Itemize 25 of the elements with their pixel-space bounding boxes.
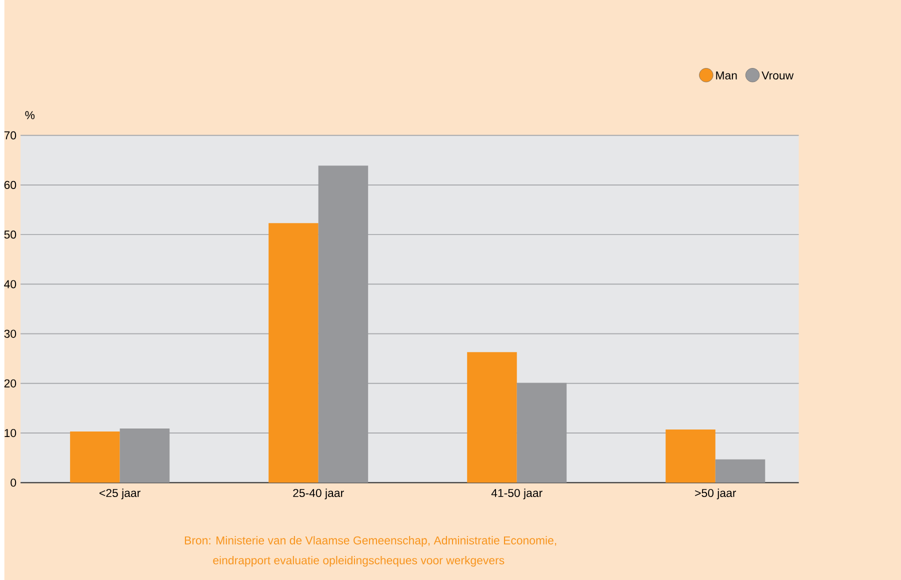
legend-label: Vrouw bbox=[762, 71, 794, 80]
y-axis-title: % bbox=[25, 111, 35, 120]
x-tick-label: <25 jaar bbox=[100, 488, 140, 500]
bar bbox=[467, 352, 517, 483]
bar bbox=[268, 223, 318, 483]
x-tick-label: >50 jaar bbox=[695, 488, 736, 500]
y-tick-label: 60 bbox=[4, 180, 16, 189]
bar bbox=[516, 382, 567, 483]
bar bbox=[715, 459, 766, 483]
bar bbox=[318, 166, 368, 483]
text: eindrapport evaluatie opleidingscheques voor werkgevers bbox=[213, 556, 504, 567]
x-tick-label: 25-40 jaar bbox=[293, 488, 344, 500]
x-tick-label: 41-50 jaar bbox=[491, 488, 542, 500]
y-tick-label: 40 bbox=[4, 280, 16, 288]
y-tick-label: 70 bbox=[4, 131, 16, 140]
bar bbox=[70, 431, 120, 483]
y-tick-label: 10 bbox=[4, 428, 16, 437]
bar bbox=[666, 429, 716, 483]
y-tick-label: 50 bbox=[4, 230, 16, 239]
y-tick-label: 20 bbox=[4, 379, 16, 388]
text: Bron: Ministerie van de Vlaamse Gemeenschap, Administratie Economie, bbox=[184, 536, 556, 547]
bar bbox=[120, 428, 170, 483]
y-tick-label: 0 bbox=[10, 478, 16, 487]
legend-label: Man bbox=[716, 71, 737, 80]
y-tick-label: 30 bbox=[4, 330, 16, 338]
